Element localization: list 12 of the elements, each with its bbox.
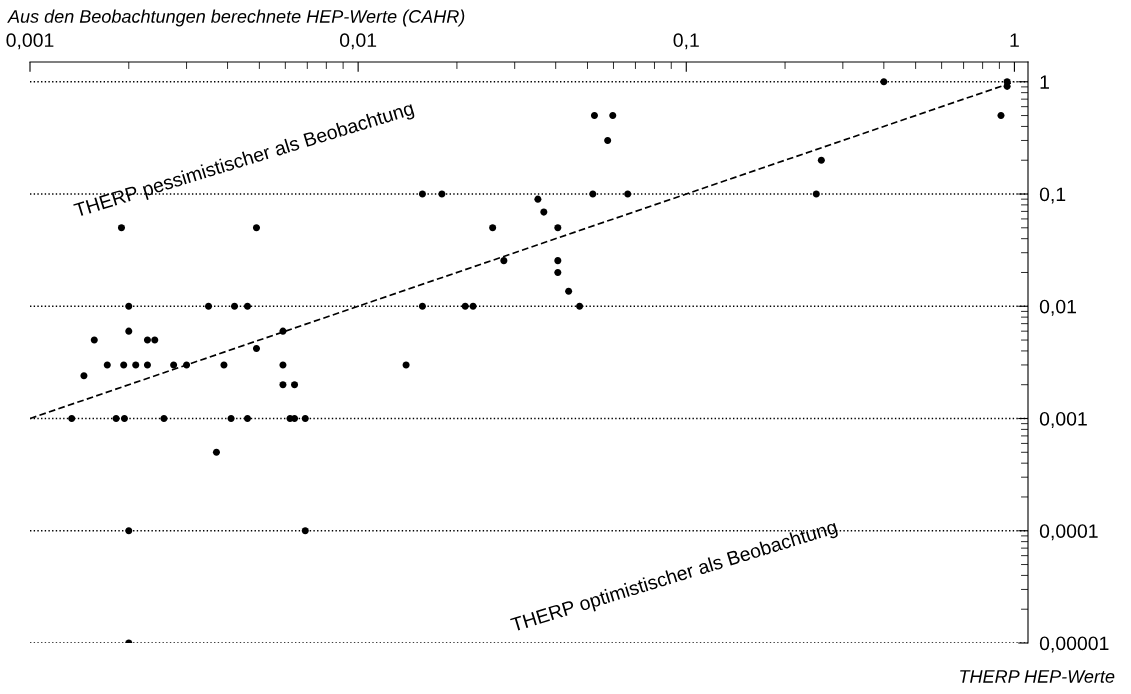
y-tick-label: 0,00001 (1039, 636, 1109, 653)
y-tick-label: 0,0001 (1039, 524, 1098, 541)
x-tick-label: 0,01 (339, 33, 377, 50)
y-axis-title: THERP HEP-Werte (960, 670, 1115, 683)
x-tick-label: 0,001 (6, 33, 54, 50)
x-tick-label: 1 (1010, 33, 1019, 47)
x-tick-label: 0,1 (673, 33, 699, 50)
y-tick-label: 1 (1040, 75, 1049, 89)
y-tick-label: 0,001 (1039, 411, 1087, 429)
y-tick-label: 0,01 (1039, 299, 1077, 316)
y-tick-label: 0,1 (1039, 187, 1066, 204)
x-axis-title: Aus den Beobachtungen berechnete HEP-Werte (CAHR) (7, 9, 465, 27)
